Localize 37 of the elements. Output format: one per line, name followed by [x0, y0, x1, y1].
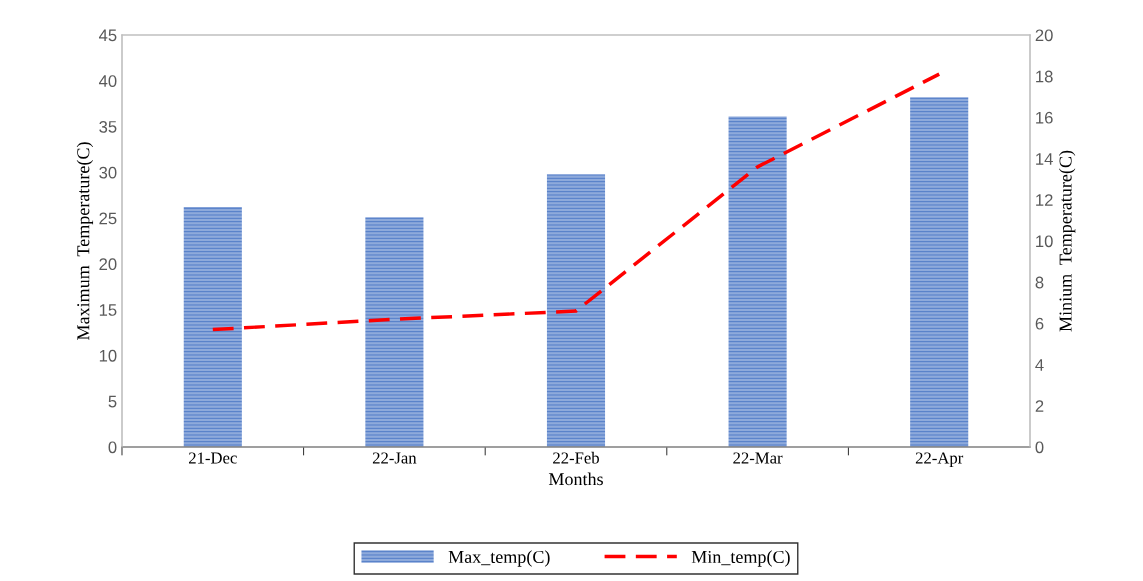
y-tick-label: 35	[99, 120, 117, 133]
y-tick-label: 15	[99, 304, 117, 316]
y2-axis-title: Minium Temperature(C)	[1058, 150, 1076, 332]
y-axis-title: Maximum Temperature(C)	[76, 142, 94, 340]
bar	[728, 116, 787, 447]
bar	[365, 217, 424, 447]
y-tick-label: 5	[108, 395, 117, 408]
x-tick-label: 22-Mar	[733, 452, 783, 464]
bar	[183, 207, 242, 447]
y2-tick-label: 16	[1036, 111, 1053, 124]
y-tick-label: 20	[99, 258, 117, 271]
y2-tick-label: 2	[1035, 400, 1044, 412]
y-tick-label: 0	[108, 441, 117, 454]
y2-tick-label: 10	[1036, 235, 1053, 248]
y-tick-label: 45	[98, 29, 117, 42]
x-tick-label: 22-Jan	[372, 452, 417, 464]
line-series	[211, 72, 941, 332]
bar	[910, 97, 969, 447]
legend-label: Min_temp(C)	[691, 550, 790, 567]
x-tick-label: 22-Apr	[915, 452, 964, 467]
y2-tick-label: 20	[1035, 29, 1053, 42]
bar	[546, 174, 606, 447]
y2-tick-label: 0	[1035, 441, 1044, 454]
y-tick-label: 10	[99, 349, 117, 362]
y2-tick-label: 6	[1035, 317, 1044, 330]
x-tick-label: 21-Dec	[189, 452, 237, 464]
y2-tick-label: 12	[1036, 194, 1053, 206]
y2-tick-label: 4	[1035, 359, 1044, 371]
legend-label: Max_temp(C)	[448, 550, 550, 567]
y-tick-label: 40	[98, 75, 117, 87]
y2-tick-label: 8	[1035, 276, 1044, 289]
y-tick-label: 30	[99, 166, 117, 179]
y2-tick-label: 18	[1036, 70, 1053, 83]
x-axis-title: Months	[548, 472, 603, 486]
x-tick-label: 22-Feb	[553, 451, 599, 464]
y2-tick-label: 14	[1036, 153, 1053, 165]
y-tick-label: 25	[99, 212, 117, 225]
